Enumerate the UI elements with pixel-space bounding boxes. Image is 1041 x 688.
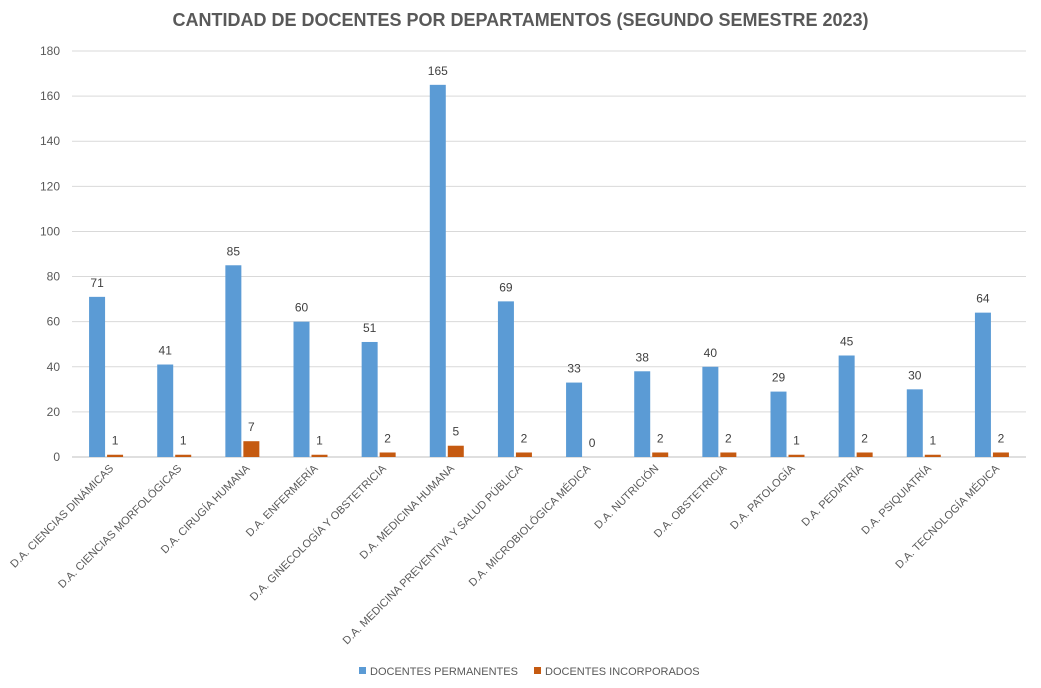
bar-docentes-permanentes [702,366,719,457]
bar-docentes-incorporados [311,454,328,457]
x-tick-label: D.A. CIENCIAS MORFOLÓGICAS [55,462,184,591]
bar-docentes-incorporados [515,452,532,457]
bar-docentes-permanentes [497,301,514,457]
x-tick-label: D.A. MICROBIOLÓGICA MÉDICA [466,461,594,589]
bar-docentes-incorporados [856,452,873,457]
bar-docentes-incorporados [720,452,737,457]
bar-docentes-permanentes [157,364,174,457]
data-label-incorporados: 2 [521,431,528,445]
bar-docentes-incorporados [379,452,396,457]
data-label-incorporados: 2 [725,431,732,445]
y-tick-label: 100 [40,224,60,238]
x-tick-label: D.A. ENFERMERÍA [243,461,321,539]
data-label-incorporados: 2 [657,431,664,445]
bar-docentes-permanentes [838,355,855,457]
bar-docentes-permanentes [906,389,923,457]
data-label-incorporados: 1 [112,434,119,448]
bar-docentes-incorporados [107,454,124,457]
data-label-permanentes: 30 [908,368,922,382]
data-label-permanentes: 85 [227,244,241,258]
y-tick-label: 160 [40,89,60,103]
y-tick-label: 0 [53,450,60,464]
y-tick-label: 20 [47,405,61,419]
bar-docentes-permanentes [429,84,446,457]
legend-label-permanentes: DOCENTES PERMANENTES [370,666,518,678]
y-tick-label: 120 [40,179,60,193]
bar-docentes-permanentes [566,382,583,457]
x-tick-label: D.A. PATOLOGÍA [727,461,798,532]
data-label-incorporados: 2 [998,431,1005,445]
data-label-permanentes: 71 [90,276,104,290]
data-label-permanentes: 41 [159,344,173,358]
legend-swatch-permanentes [359,667,366,674]
x-tick-label: D.A. PSIQUIATRÍA [859,461,935,537]
bar-docentes-incorporados [243,441,260,457]
bar-docentes-permanentes [225,265,242,457]
data-label-incorporados: 2 [384,431,391,445]
bar-docentes-incorporados [652,452,669,457]
data-label-incorporados: 7 [248,420,255,434]
bar-docentes-permanentes [89,296,106,457]
data-label-permanentes: 33 [567,362,581,376]
x-tick-label: D.A. GINECOLOGÍA Y OBSTETRICIA [247,461,389,603]
bar-docentes-incorporados [175,454,192,457]
bar-docentes-permanentes [293,321,310,457]
y-tick-label: 140 [40,134,60,148]
data-label-permanentes: 45 [840,335,854,349]
data-label-incorporados: 1 [316,434,323,448]
data-label-permanentes: 40 [704,346,718,360]
x-tick-label: D.A. OBSTETRICIA [652,462,730,540]
data-label-permanentes: 60 [295,301,309,315]
bar-docentes-incorporados [447,445,464,457]
x-tick-label: D.A. PEDIATRÍA [799,461,866,528]
data-label-incorporados: 1 [180,434,187,448]
data-label-incorporados: 0 [589,436,596,450]
data-label-incorporados: 1 [793,434,800,448]
y-tick-label: 60 [47,315,61,329]
y-tick-label: 80 [47,270,61,284]
y-tick-label: 40 [47,360,61,374]
bar-docentes-incorporados [924,454,941,457]
bar-docentes-permanentes [974,312,991,457]
chart-title: CANTIDAD DE DOCENTES POR DEPARTAMENTOS (… [172,10,869,30]
data-label-permanentes: 165 [428,64,448,78]
data-label-permanentes: 38 [636,350,650,364]
legend-label-incorporados: DOCENTES INCORPORADOS [545,666,700,678]
y-tick-label: 180 [40,44,60,58]
data-label-incorporados: 1 [929,434,936,448]
bar-docentes-permanentes [770,391,787,457]
bar-docentes-incorporados [788,454,805,457]
data-label-permanentes: 64 [976,292,990,306]
data-label-permanentes: 51 [363,321,377,335]
x-tick-label: D.A. NUTRICIÓN [592,462,662,532]
data-label-permanentes: 29 [772,371,786,385]
data-label-incorporados: 2 [861,431,868,445]
bar-docentes-permanentes [634,371,651,457]
legend-swatch-incorporados [534,667,541,674]
bar-docentes-permanentes [361,341,378,457]
data-label-incorporados: 5 [452,425,459,439]
data-label-permanentes: 69 [499,280,513,294]
bar-docentes-incorporados [992,452,1009,457]
